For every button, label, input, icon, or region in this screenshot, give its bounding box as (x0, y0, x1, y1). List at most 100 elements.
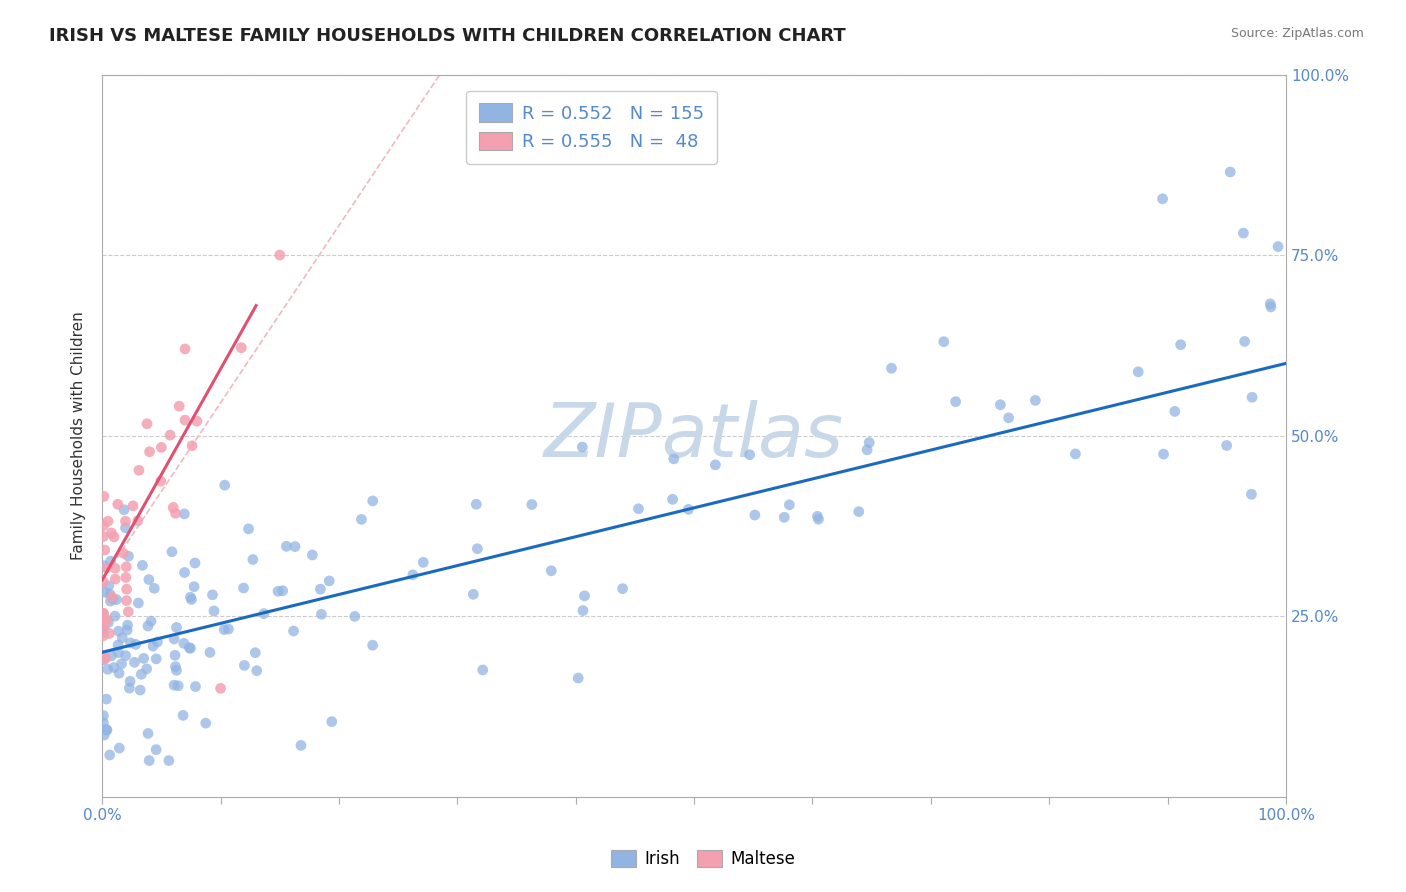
Point (807, 512, 830, 526)
Point (117, 605, 139, 619)
Point (129, 683, 152, 698)
Point (136, 417, 159, 431)
Point (136, 726, 159, 740)
Point (96, 613, 118, 627)
Point (269, 248, 291, 262)
Point (267, 584, 290, 599)
Point (93, 622, 115, 636)
Point (856, 442, 879, 457)
Point (627, 501, 650, 516)
Point (1170, 337, 1192, 351)
Point (120, 674, 142, 689)
Point (143, 582, 166, 596)
Point (173, 507, 195, 521)
Point (128, 463, 150, 477)
Point (1164, 404, 1187, 418)
Point (173, 566, 195, 580)
Point (704, 458, 727, 472)
Point (361, 638, 384, 652)
Point (165, 648, 187, 663)
Point (117, 618, 139, 632)
Point (162, 500, 184, 515)
Point (232, 581, 254, 595)
Point (112, 502, 135, 516)
Point (233, 658, 256, 673)
Point (309, 582, 332, 597)
Point (145, 742, 167, 756)
Point (93, 489, 115, 503)
Point (471, 663, 494, 677)
Point (135, 662, 157, 676)
Point (165, 663, 187, 677)
Point (100, 554, 122, 568)
Point (1024, 393, 1046, 408)
Point (465, 497, 488, 511)
Point (145, 652, 167, 666)
Point (662, 451, 685, 466)
Point (96, 692, 118, 706)
Point (132, 651, 155, 665)
Point (93, 708, 115, 723)
Point (231, 341, 253, 355)
Point (125, 637, 148, 651)
Point (311, 607, 333, 622)
Point (98, 747, 121, 762)
Point (98, 626, 121, 640)
Point (402, 567, 425, 582)
Point (100, 648, 122, 663)
Point (104, 609, 127, 624)
Text: Source: ZipAtlas.com: Source: ZipAtlas.com (1230, 27, 1364, 40)
Point (110, 657, 132, 671)
Point (115, 559, 138, 574)
Point (209, 681, 232, 696)
Point (104, 572, 127, 586)
Point (179, 591, 201, 605)
Point (180, 592, 202, 607)
Point (167, 399, 190, 413)
Point (94, 585, 117, 599)
Point (115, 570, 138, 584)
Point (120, 636, 142, 650)
Point (111, 631, 134, 645)
Point (122, 499, 145, 513)
Point (571, 440, 593, 454)
Point (463, 587, 485, 601)
Point (146, 635, 169, 649)
Point (115, 582, 138, 597)
Point (806, 509, 828, 524)
Point (997, 410, 1019, 425)
Point (93, 629, 115, 643)
Point (1219, 165, 1241, 179)
Point (96, 723, 118, 738)
Point (661, 492, 683, 507)
Point (186, 414, 208, 428)
Point (100, 525, 122, 540)
Point (101, 591, 124, 606)
Point (242, 552, 264, 566)
Point (172, 708, 194, 723)
Point (858, 435, 880, 450)
Point (117, 549, 139, 564)
Point (201, 588, 224, 602)
Point (574, 589, 596, 603)
Point (179, 641, 201, 656)
Point (93, 529, 115, 543)
Point (131, 558, 153, 573)
Point (124, 656, 146, 670)
Point (181, 439, 204, 453)
Point (118, 681, 141, 695)
Point (246, 664, 269, 678)
Point (96, 723, 118, 737)
Point (97, 662, 120, 676)
Point (945, 394, 967, 409)
Point (114, 514, 136, 528)
Point (166, 620, 188, 634)
Point (990, 398, 1012, 412)
Point (540, 564, 562, 578)
Point (214, 478, 236, 492)
Point (93, 625, 115, 640)
Point (202, 604, 225, 618)
Point (179, 640, 201, 655)
Point (93, 574, 115, 589)
Point (1152, 192, 1174, 206)
